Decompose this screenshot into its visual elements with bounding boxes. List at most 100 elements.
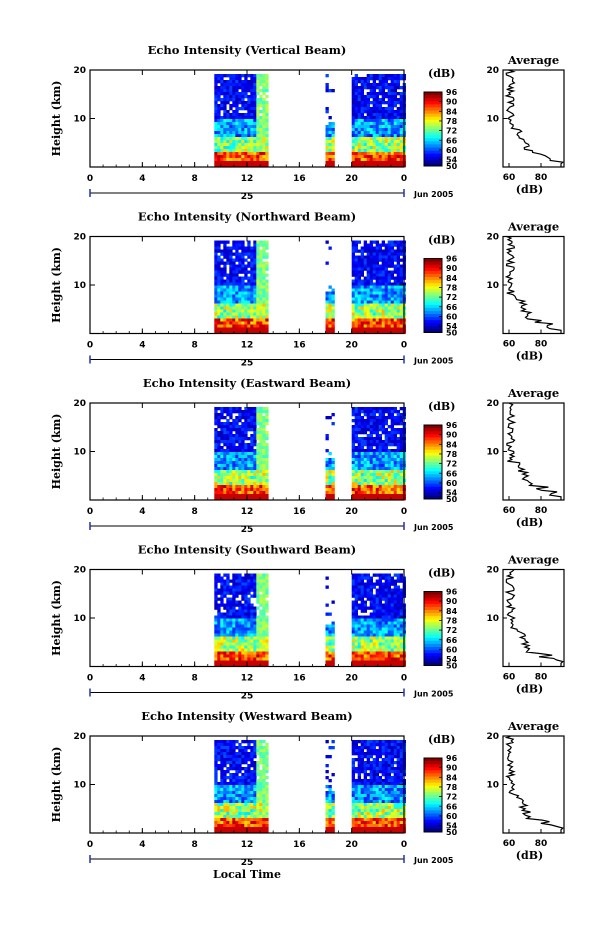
heatmap-cells: [214, 240, 406, 334]
panel-2: Echo Intensity (Northward Beam) 0 4 8 12 16 20…: [50, 210, 565, 369]
colorbar-tick-label: 84: [446, 107, 458, 116]
colorbar-tick-label: 50: [446, 162, 458, 171]
colorbar-band: [424, 446, 442, 451]
avg-y-tick-label: 10: [486, 448, 499, 458]
colorbar-band: [424, 434, 442, 438]
colorbar-band: [424, 480, 442, 484]
colorbar-band: [424, 764, 442, 768]
colorbar-tick-label: 60: [446, 146, 458, 155]
colorbar-band: [424, 326, 442, 330]
x-tick-label: 0: [401, 674, 407, 684]
chart-title: Echo Intensity (Eastward Beam): [143, 376, 351, 390]
x-tick-label: 20: [345, 840, 358, 850]
colorbar-band: [424, 770, 442, 774]
average-frame: [502, 735, 565, 834]
colorbar-band: [424, 492, 442, 497]
colorbar-tick-label: 72: [446, 460, 457, 469]
average-x-label: (dB): [516, 350, 543, 363]
colorbar-band: [424, 428, 442, 432]
colorbar-band: [424, 489, 442, 494]
colorbar-band: [424, 270, 442, 275]
avg-x-tick-label: 80: [535, 340, 548, 350]
colorbar-band: [424, 104, 442, 108]
heatmap-cells: [214, 573, 406, 667]
colorbar-band: [424, 816, 442, 821]
colorbar-tick-label: 50: [446, 495, 458, 504]
y-tick-label: 20: [73, 566, 86, 576]
colorbar-band: [424, 810, 442, 814]
colorbar-band: [424, 162, 442, 167]
x-axis-label: Local Time: [213, 868, 281, 881]
colorbar-band: [424, 289, 442, 293]
x-tick-label: 8: [192, 507, 198, 517]
avg-x-tick-label: 60: [503, 506, 516, 516]
colorbar-tick-label: 66: [446, 636, 458, 645]
avg-y-tick-label: 10: [486, 115, 499, 125]
colorbar-band: [424, 477, 442, 481]
colorbar-band: [424, 785, 442, 790]
colorbar-band: [424, 828, 442, 833]
colorbar-band: [424, 616, 442, 620]
avg-y-tick-label: 10: [486, 281, 499, 291]
colorbar-band: [424, 656, 442, 660]
average-profile: [506, 402, 562, 500]
colorbar-band: [424, 610, 442, 614]
x-tick-label: 0: [401, 507, 407, 517]
colorbar-tick-label: 50: [446, 662, 458, 671]
heatmap-cells: [214, 407, 406, 501]
colorbar-band: [424, 132, 442, 136]
colorbar-band: [424, 647, 442, 651]
colorbar-band: [424, 628, 442, 632]
colorbar-tick-label: 54: [446, 489, 458, 498]
colorbar-band: [424, 495, 442, 500]
colorbar-band: [424, 317, 442, 321]
average-title: Average: [507, 553, 559, 567]
x-tick-label: 20: [345, 341, 358, 351]
colorbar-tick-label: 90: [446, 264, 458, 273]
x-tick-label: 12: [241, 174, 254, 184]
colorbar-tick-label: 72: [446, 626, 457, 635]
date-label: Jun 2005: [413, 690, 454, 699]
colorbar-tick-label: 72: [446, 793, 457, 802]
colorbar-band: [424, 277, 442, 281]
colorbar-band: [424, 425, 442, 429]
colorbar-band: [424, 637, 442, 642]
avg-x-tick-label: 60: [503, 839, 516, 849]
average-title: Average: [507, 719, 559, 733]
colorbar-band: [424, 129, 442, 133]
colorbar-band: [424, 258, 442, 262]
colorbar-tick-label: 96: [446, 88, 458, 97]
colorbar-frame: [423, 757, 443, 833]
colorbar-tick-label: 50: [446, 329, 458, 338]
colorbar-tick-label: 60: [446, 312, 458, 321]
colorbar-band: [424, 813, 442, 817]
colorbar-band: [424, 779, 442, 784]
avg-y-tick-label: 20: [486, 732, 499, 742]
colorbar-tick-label: 90: [446, 597, 458, 606]
colorbar-tick-label: 78: [446, 783, 458, 792]
avg-y-tick-label: 10: [486, 614, 499, 624]
x-tick-label: 0: [401, 174, 407, 184]
x-tick-label: 8: [192, 341, 198, 351]
x-tick-label: 8: [192, 840, 198, 850]
colorbar-band: [424, 135, 442, 139]
colorbar-band: [424, 144, 442, 148]
colorbar-tick-label: 72: [446, 293, 457, 302]
colorbar-band: [424, 443, 442, 447]
chart-title: Echo Intensity (Vertical Beam): [148, 43, 347, 57]
y-axis-label: Height (km): [50, 414, 63, 490]
day-label: 25: [241, 692, 254, 702]
x-tick-label: 12: [241, 674, 254, 684]
colorbar-tick-label: 96: [446, 754, 458, 763]
y-tick-label: 20: [73, 399, 86, 409]
colorbar-band: [424, 640, 442, 645]
colorbar-tick-label: 84: [446, 440, 458, 449]
x-tick-label: 12: [241, 507, 254, 517]
colorbar-band: [424, 625, 442, 629]
x-tick-label: 0: [87, 341, 93, 351]
day-label: 25: [241, 525, 254, 535]
colorbar-band: [424, 153, 442, 158]
